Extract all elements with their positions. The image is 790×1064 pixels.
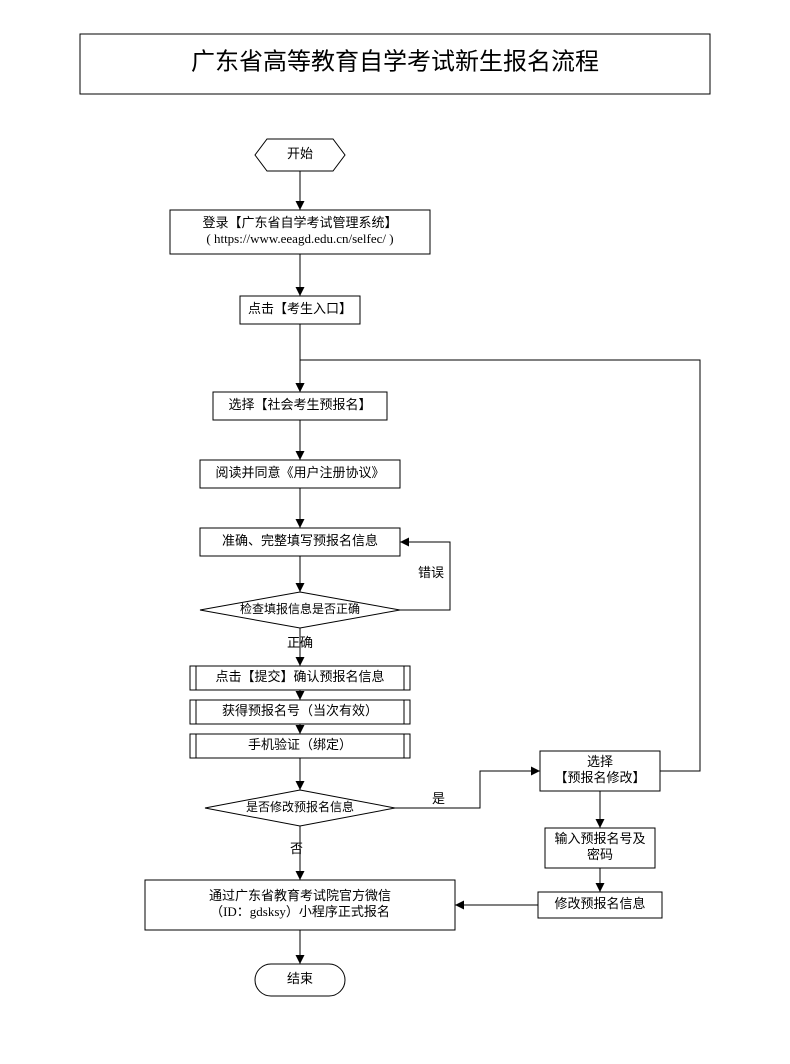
svg-text:开始: 开始	[287, 146, 313, 161]
svg-text:输入预报名号及: 输入预报名号及	[554, 831, 645, 846]
svg-text:点击【提交】确认预报名信息: 点击【提交】确认预报名信息	[215, 669, 384, 684]
svg-text:修改预报名信息: 修改预报名信息	[554, 896, 645, 911]
svg-text:选择: 选择	[587, 754, 613, 769]
svg-text:阅读并同意《用户注册协议》: 阅读并同意《用户注册协议》	[215, 465, 384, 480]
svg-text:密码: 密码	[587, 847, 613, 862]
svg-text:选择【社会考生预报名】: 选择【社会考生预报名】	[228, 397, 371, 412]
svg-text:是: 是	[432, 791, 445, 806]
svg-text:结束: 结束	[287, 971, 313, 986]
svg-text:是否修改预报名信息: 是否修改预报名信息	[246, 799, 354, 814]
svg-text:手机验证（绑定）: 手机验证（绑定）	[248, 737, 352, 752]
svg-text:登录【广东省自学考试管理系统】: 登录【广东省自学考试管理系统】	[202, 215, 397, 230]
svg-text:准确、完整填写预报名信息: 准确、完整填写预报名信息	[222, 533, 378, 548]
svg-text:( https://www.eeagd.edu.cn/sel: ( https://www.eeagd.edu.cn/selfec/ )	[206, 231, 393, 246]
flowchart-canvas: 广东省高等教育自学考试新生报名流程开始登录【广东省自学考试管理系统】( http…	[0, 0, 790, 1064]
svg-text:检查填报信息是否正确: 检查填报信息是否正确	[240, 601, 360, 616]
svg-text:点击【考生入口】: 点击【考生入口】	[248, 301, 352, 316]
svg-text:否: 否	[290, 841, 303, 856]
svg-text:（ID：gdsksy）小程序正式报名: （ID：gdsksy）小程序正式报名	[210, 904, 390, 919]
svg-text:通过广东省教育考试院官方微信: 通过广东省教育考试院官方微信	[209, 888, 391, 903]
svg-text:错误: 错误	[418, 565, 444, 580]
svg-text:广东省高等教育自学考试新生报名流程: 广东省高等教育自学考试新生报名流程	[191, 49, 599, 76]
svg-text:获得预报名号（当次有效）: 获得预报名号（当次有效）	[222, 703, 378, 718]
svg-text:【预报名修改】: 【预报名修改】	[554, 770, 645, 785]
